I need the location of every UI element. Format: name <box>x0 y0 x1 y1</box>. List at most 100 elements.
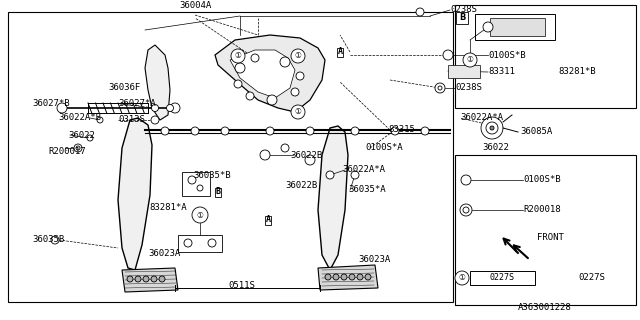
Text: B: B <box>216 188 221 196</box>
Circle shape <box>143 276 149 282</box>
Circle shape <box>461 175 471 185</box>
Text: A: A <box>337 47 342 57</box>
Bar <box>8 12 453 302</box>
Circle shape <box>365 274 371 280</box>
Bar <box>182 172 210 196</box>
Text: 0100S*B: 0100S*B <box>488 51 525 60</box>
Bar <box>455 5 636 108</box>
Circle shape <box>246 92 254 100</box>
Circle shape <box>455 271 469 285</box>
Circle shape <box>188 176 196 184</box>
Circle shape <box>481 117 503 139</box>
Circle shape <box>333 274 339 280</box>
Text: 36027*B: 36027*B <box>32 99 70 108</box>
Text: 36022: 36022 <box>482 143 509 153</box>
Polygon shape <box>318 126 348 270</box>
Circle shape <box>166 105 173 111</box>
Circle shape <box>127 276 133 282</box>
Text: 83281*A: 83281*A <box>149 203 187 212</box>
Text: 0227S: 0227S <box>578 274 605 283</box>
Circle shape <box>351 171 359 179</box>
Circle shape <box>184 239 192 247</box>
Text: R200018: R200018 <box>523 205 561 214</box>
Polygon shape <box>230 50 295 98</box>
Text: ①: ① <box>294 52 301 60</box>
Text: 0313S: 0313S <box>118 116 145 124</box>
Circle shape <box>57 103 67 113</box>
Text: 36004A: 36004A <box>179 1 211 10</box>
Text: 36022A*B: 36022A*B <box>58 114 101 123</box>
Circle shape <box>87 135 93 141</box>
Circle shape <box>326 171 334 179</box>
Circle shape <box>267 95 277 105</box>
Text: FRONT: FRONT <box>537 234 564 243</box>
Text: B: B <box>459 13 465 22</box>
Circle shape <box>357 274 363 280</box>
Text: ①: ① <box>459 274 465 283</box>
Text: 36022: 36022 <box>68 131 95 140</box>
Circle shape <box>280 57 290 67</box>
Bar <box>475 14 555 40</box>
Circle shape <box>296 72 304 80</box>
Text: 36036F: 36036F <box>108 84 140 92</box>
Circle shape <box>490 126 494 130</box>
Circle shape <box>235 63 245 73</box>
Text: 36022A*A: 36022A*A <box>460 114 503 123</box>
Text: 83311: 83311 <box>488 68 515 76</box>
Circle shape <box>76 146 80 150</box>
Text: 0238S: 0238S <box>450 5 477 14</box>
Circle shape <box>170 103 180 113</box>
Circle shape <box>351 127 359 135</box>
Polygon shape <box>215 35 325 112</box>
Circle shape <box>325 274 331 280</box>
Circle shape <box>463 207 469 213</box>
Circle shape <box>197 185 203 191</box>
Polygon shape <box>118 118 152 270</box>
Text: ①: ① <box>294 108 301 116</box>
Text: 36035*B: 36035*B <box>193 171 230 180</box>
Circle shape <box>443 50 453 60</box>
Text: 36023A: 36023A <box>358 255 390 265</box>
Text: ①: ① <box>196 211 204 220</box>
Bar <box>178 235 222 252</box>
Circle shape <box>51 236 59 244</box>
Circle shape <box>135 276 141 282</box>
Bar <box>470 271 535 285</box>
Circle shape <box>191 127 199 135</box>
Text: 36022B: 36022B <box>285 180 317 189</box>
Circle shape <box>221 127 229 135</box>
Bar <box>455 155 636 305</box>
Circle shape <box>416 8 424 16</box>
Bar <box>456 12 468 24</box>
Circle shape <box>281 144 289 152</box>
Text: 36022A*A: 36022A*A <box>342 165 385 174</box>
Circle shape <box>460 204 472 216</box>
Circle shape <box>151 116 159 124</box>
Text: A: A <box>266 215 271 225</box>
Text: R200017: R200017 <box>48 148 86 156</box>
Text: 0511S: 0511S <box>228 282 255 291</box>
Text: 36085A: 36085A <box>520 127 552 137</box>
Circle shape <box>152 105 159 111</box>
Circle shape <box>291 49 305 63</box>
Text: 0100S*A: 0100S*A <box>365 143 403 153</box>
Circle shape <box>486 122 498 134</box>
Circle shape <box>159 276 165 282</box>
Circle shape <box>251 54 259 62</box>
Bar <box>448 65 480 78</box>
Circle shape <box>291 105 305 119</box>
Text: 36027*A: 36027*A <box>118 100 156 108</box>
Polygon shape <box>122 268 178 292</box>
Circle shape <box>74 144 82 152</box>
Text: A363001228: A363001228 <box>518 303 572 313</box>
Polygon shape <box>145 45 170 120</box>
Text: 36023A: 36023A <box>148 250 180 259</box>
Circle shape <box>391 127 399 135</box>
Text: 36022B: 36022B <box>290 150 323 159</box>
Circle shape <box>234 80 242 88</box>
Circle shape <box>435 83 445 93</box>
Text: 83315: 83315 <box>388 125 415 134</box>
Circle shape <box>306 127 314 135</box>
Bar <box>490 18 545 36</box>
Circle shape <box>463 53 477 67</box>
